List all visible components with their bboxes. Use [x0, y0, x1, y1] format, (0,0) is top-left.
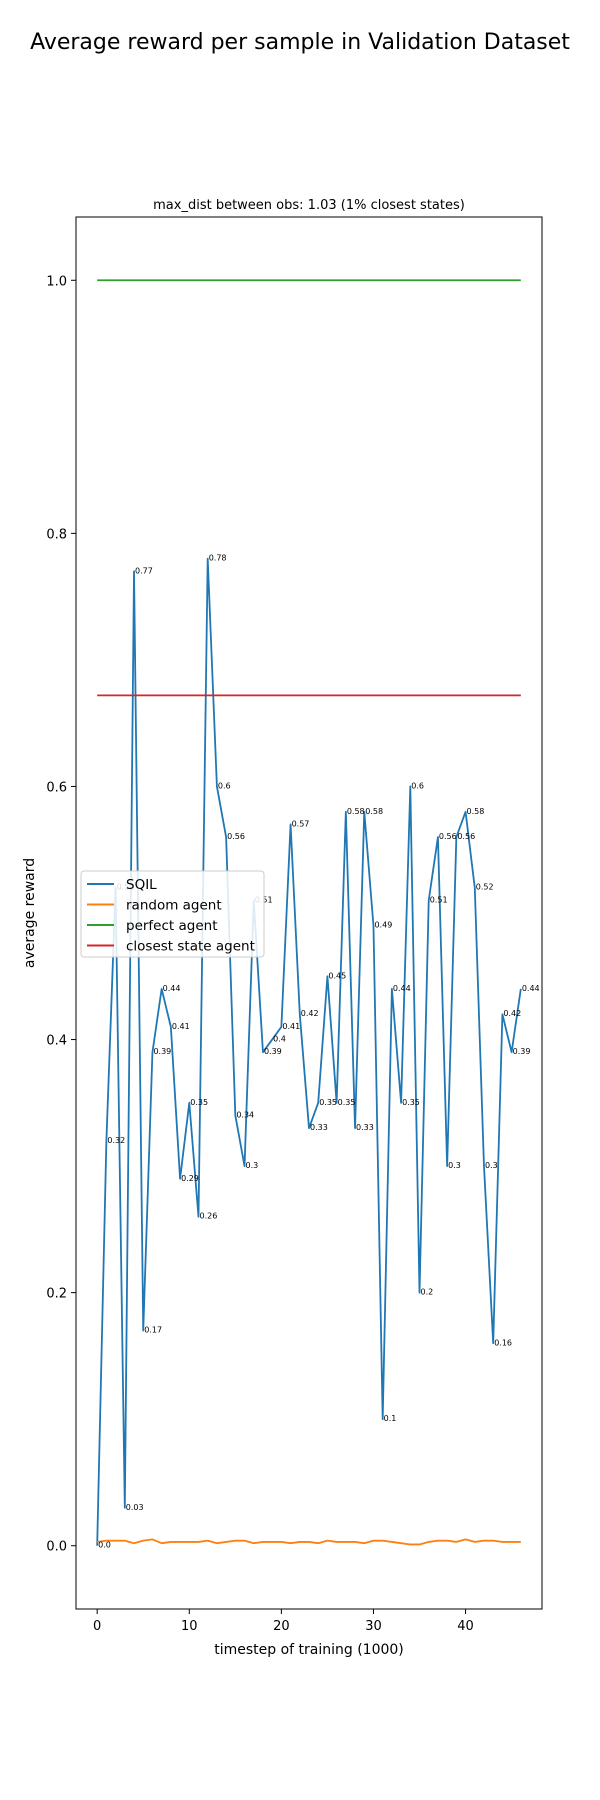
data-label: 0.3: [246, 1161, 259, 1170]
data-label: 0.03: [126, 1503, 144, 1512]
data-label: 0.51: [430, 895, 448, 904]
y-tick-label: 0.6: [46, 780, 67, 795]
data-label: 0.49: [374, 921, 392, 930]
plot-frame: [75, 216, 543, 1610]
data-label: 0.56: [457, 832, 475, 841]
data-label: 0.35: [319, 1098, 337, 1107]
legend-label: closest state agent: [126, 939, 255, 955]
data-label: 0.56: [439, 832, 457, 841]
x-tick-label: 40: [457, 1619, 474, 1634]
data-label: 0.6: [411, 781, 424, 790]
data-label: 0.58: [467, 807, 485, 816]
x-tick-label: 10: [181, 1619, 198, 1634]
data-label: 0.6: [218, 781, 231, 790]
legend: SQIL random agent perfect agent closest sta…: [80, 870, 265, 958]
data-label: 0.58: [347, 807, 365, 816]
y-tick-label: 0.8: [46, 527, 67, 542]
x-tick-label: 30: [365, 1619, 382, 1634]
y-tick-label: 0.4: [46, 1034, 67, 1049]
data-label: 0.16: [494, 1338, 512, 1347]
data-label: 0.77: [135, 566, 153, 575]
data-label: 0.45: [328, 971, 346, 980]
data-label: 0.34: [236, 1110, 254, 1119]
data-label: 0.4: [273, 1035, 286, 1044]
series-line-sqil: [96, 557, 522, 1546]
legend-label: random agent: [126, 898, 222, 914]
legend-label: perfect agent: [126, 918, 218, 934]
chart-subtitle: max_dist between obs: 1.03 (1% closest s…: [153, 198, 465, 213]
legend-label: SQIL: [126, 877, 157, 893]
data-label: 0.44: [163, 984, 181, 993]
series-line-random-agent: [97, 1538, 521, 1546]
figure-title: Average reward per sample in Validation …: [30, 30, 570, 55]
data-label: 0.42: [503, 1009, 521, 1018]
data-label: 0.44: [393, 984, 411, 993]
data-label: 0.78: [209, 554, 227, 563]
y-tick-label: 0.0: [46, 1540, 67, 1555]
data-label: 0.29: [181, 1174, 199, 1183]
y-tick-label: 0.2: [46, 1287, 67, 1302]
data-label: 0.58: [365, 807, 383, 816]
data-label: 0.39: [264, 1047, 282, 1056]
data-label: 0.35: [402, 1098, 420, 1107]
data-label: 0.41: [172, 1022, 190, 1031]
data-label: 0.3: [448, 1161, 461, 1170]
data-label: 0.44: [522, 984, 540, 993]
data-label: 0.57: [292, 819, 310, 828]
data-label: 0.41: [282, 1022, 300, 1031]
data-label: 0.17: [144, 1326, 162, 1335]
data-label: 0.52: [476, 883, 494, 892]
x-tick-label: 20: [273, 1619, 290, 1634]
data-label: 0.35: [338, 1098, 356, 1107]
data-labels: 0.0 0.32 0.52 0.03 0.77 0.17 0.39 0.44 0.41 0.29 0…: [98, 554, 539, 1550]
data-label: 0.39: [153, 1047, 171, 1056]
data-label: 0.26: [199, 1212, 217, 1221]
data-label: 0.33: [310, 1123, 328, 1132]
x-tick-label: 0: [93, 1619, 101, 1634]
data-label: 0.33: [356, 1123, 374, 1132]
y-tick-label: 1.0: [46, 274, 67, 289]
series-lines: [96, 279, 522, 1546]
data-label: 0.56: [227, 832, 245, 841]
data-label: 0.39: [513, 1047, 531, 1056]
axis-ticks: 0 10 20 30 40 0.0 0.2 0.4 0.6 0.8 1.0: [46, 274, 474, 1634]
data-label: 0.3: [485, 1161, 498, 1170]
data-label: 0.42: [301, 1009, 319, 1018]
data-label: 0.2: [421, 1288, 434, 1297]
x-axis-label: timestep of training (1000): [214, 1642, 404, 1658]
data-label: 0.0: [98, 1541, 111, 1550]
data-label: 0.1: [384, 1414, 397, 1423]
data-label: 0.35: [190, 1098, 208, 1107]
data-label: 0.32: [107, 1136, 125, 1145]
legend-box: [80, 870, 265, 958]
y-axis-label: average reward: [22, 858, 38, 968]
